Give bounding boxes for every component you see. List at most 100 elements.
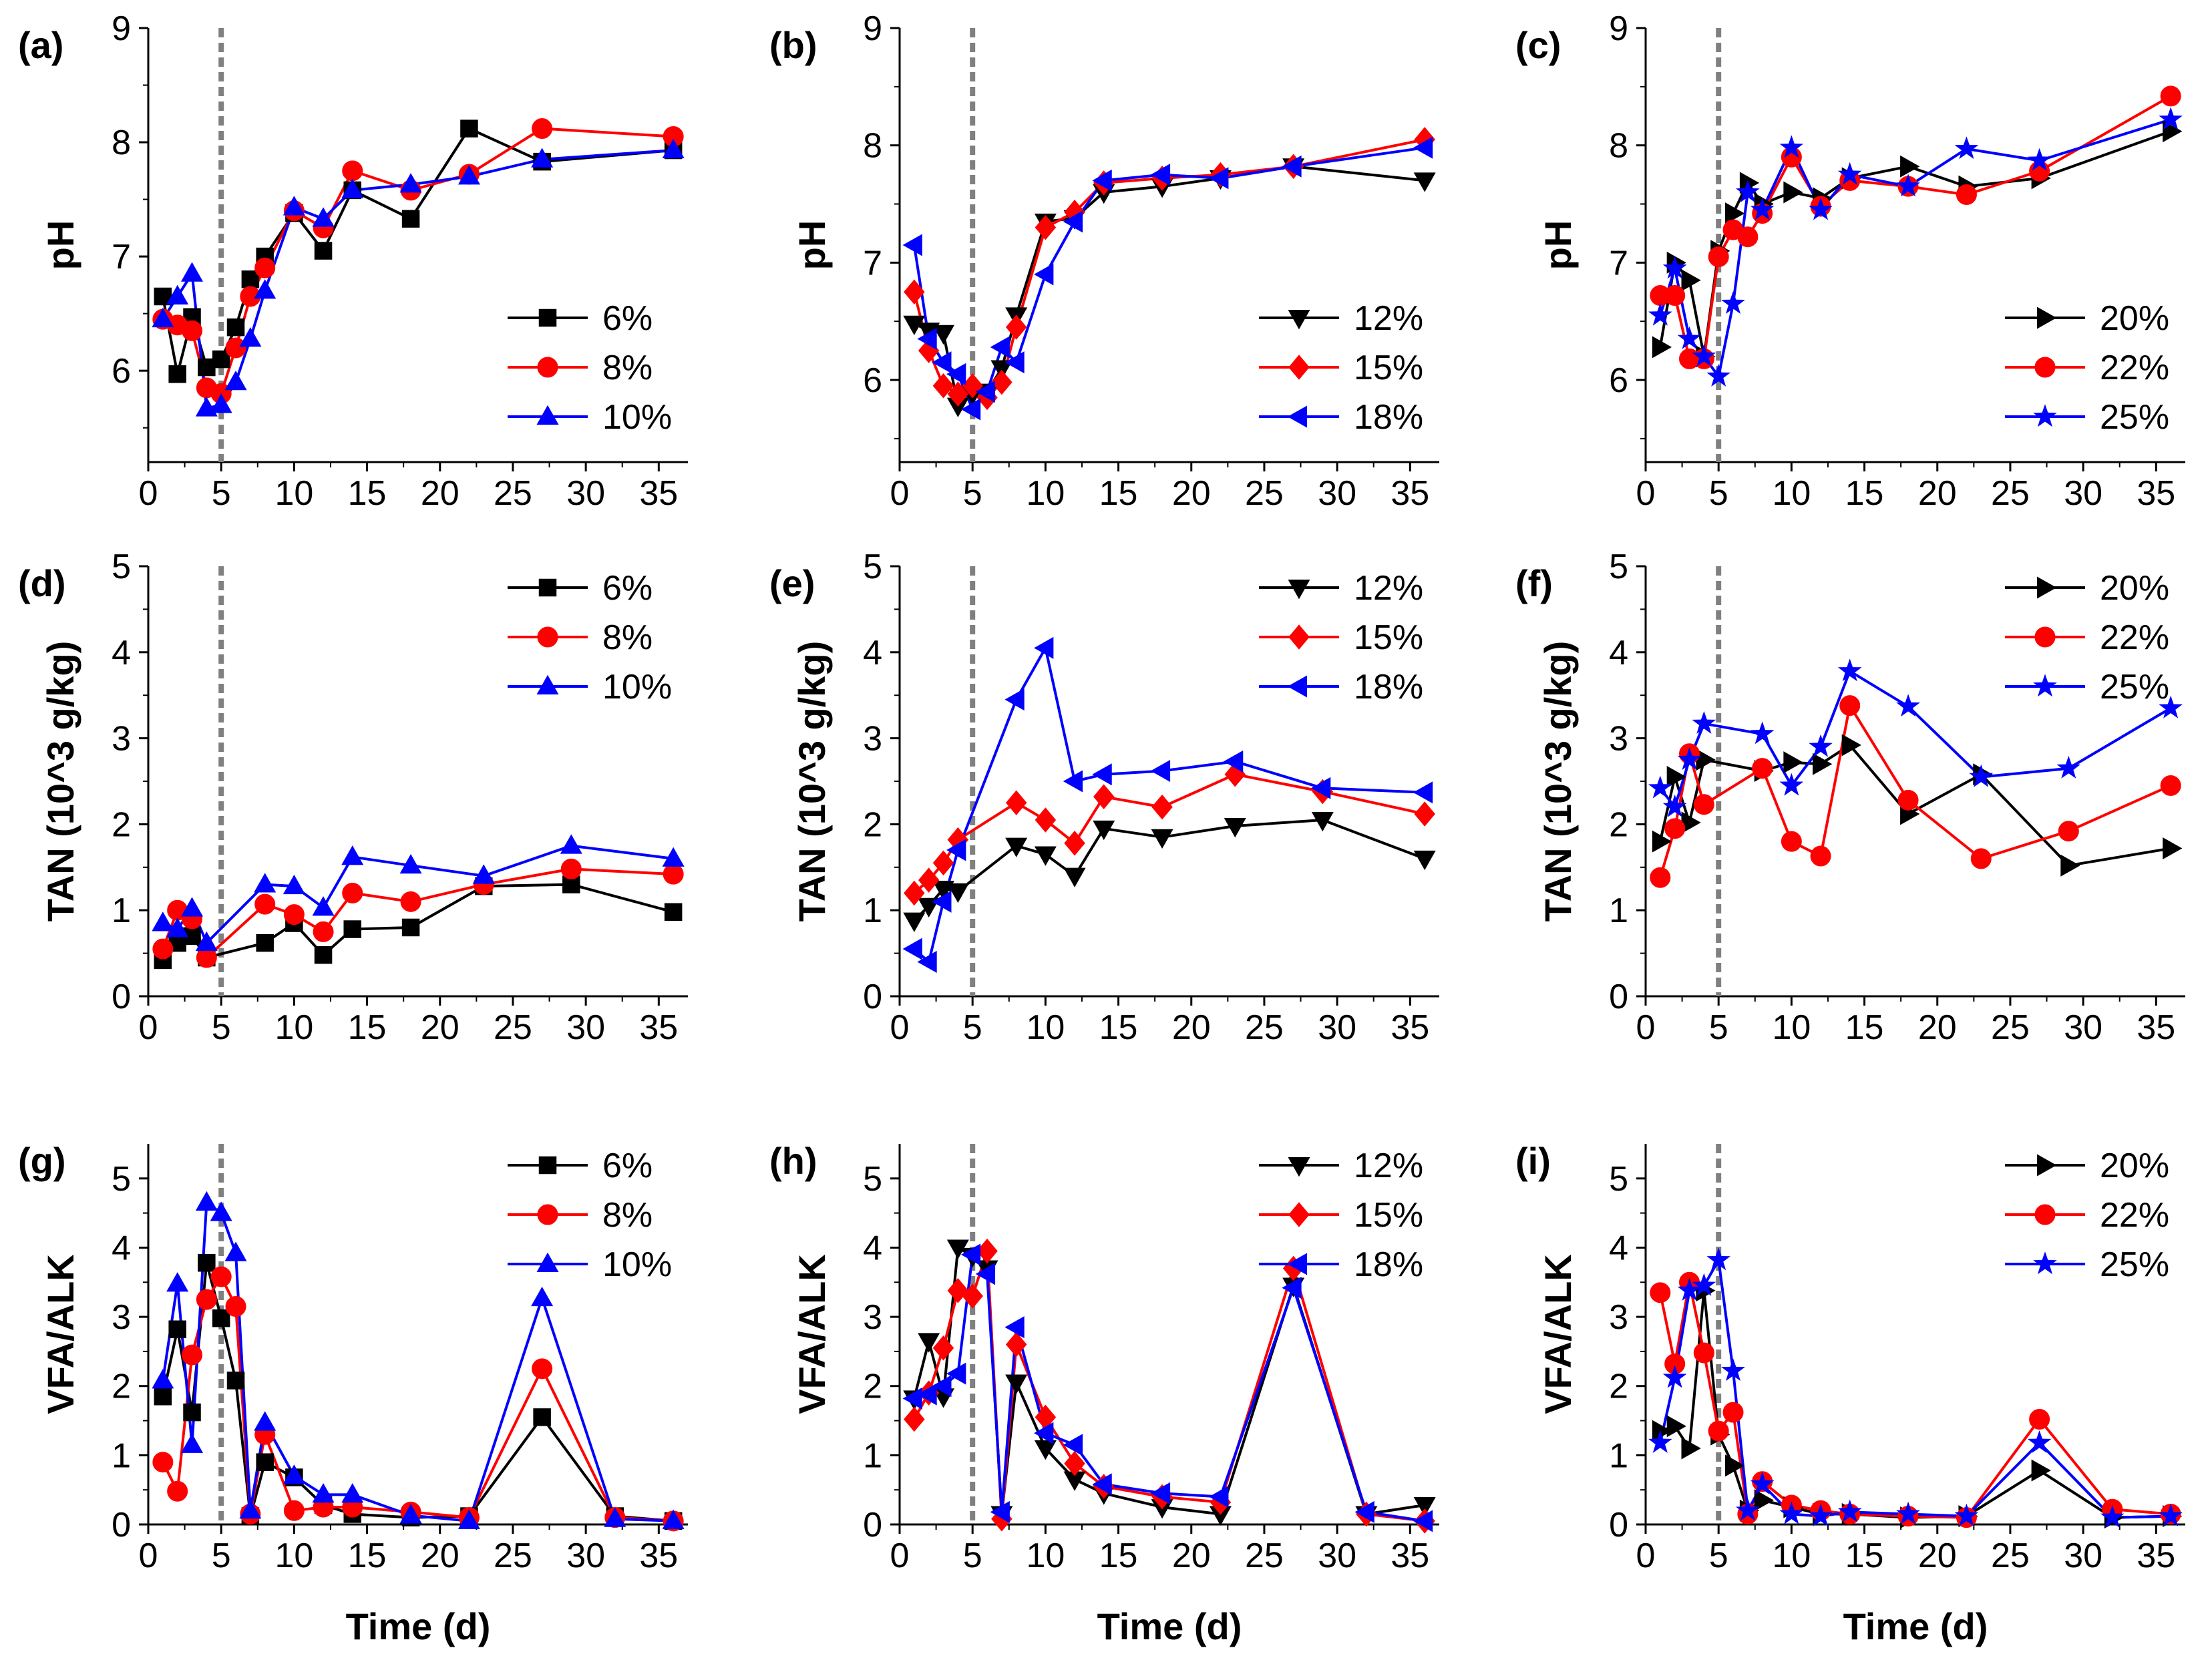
data-point-8% xyxy=(152,938,174,960)
data-point-10% xyxy=(181,262,204,282)
data-point-10% xyxy=(457,1509,480,1529)
data-point-25% xyxy=(1706,1247,1730,1271)
data-point-8% xyxy=(225,337,246,359)
data-point-10% xyxy=(399,853,422,874)
data-point-22% xyxy=(1839,695,1861,716)
data-point-10% xyxy=(312,896,335,916)
data-point-18% xyxy=(917,1383,937,1406)
data-point-25% xyxy=(1677,1278,1702,1301)
x-axis-title-middle: Time (d) xyxy=(1097,1605,1242,1647)
data-point-25% xyxy=(1896,694,1920,717)
data-point-20% xyxy=(1754,1489,1774,1512)
data-point-12% xyxy=(1063,867,1086,887)
data-point-25% xyxy=(1750,197,1775,220)
x-tick-label: 30 xyxy=(566,474,605,513)
panel-label-d: (d) xyxy=(18,562,66,604)
data-point-10% xyxy=(254,279,276,299)
data-point-22% xyxy=(1693,1342,1714,1364)
y-tick-label: 2 xyxy=(863,1368,882,1406)
data-point-22% xyxy=(1781,831,1802,852)
y-tick-label: 6 xyxy=(1609,361,1628,400)
legend-label-6%: 6% xyxy=(602,1147,653,1185)
data-point-15% xyxy=(1005,1331,1027,1358)
x-tick-label: 35 xyxy=(639,1536,678,1575)
data-point-18% xyxy=(1034,1422,1054,1444)
data-point-10% xyxy=(224,1241,247,1261)
data-point-20% xyxy=(1725,202,1745,225)
data-point-18% xyxy=(990,336,1010,359)
data-point-10% xyxy=(254,873,276,893)
panel-f: (f) 0 5 10 15 20 25 30 35 0 1 2 3 4 5 TAN (10^3 g/kg) 20… xyxy=(1515,548,2185,1047)
legend-swatch-marker xyxy=(1288,310,1310,330)
data-point-25% xyxy=(1648,1430,1672,1453)
data-point-22% xyxy=(1810,845,1831,867)
data-point-18% xyxy=(1413,781,1433,804)
data-point-12% xyxy=(1311,811,1334,832)
y-tick-label: 1 xyxy=(1609,1436,1628,1475)
data-point-6% xyxy=(460,120,478,138)
data-point-25% xyxy=(1662,794,1687,817)
data-point-25% xyxy=(1692,711,1716,734)
legend-swatch-marker xyxy=(2033,674,2057,697)
y-tick-label: 4 xyxy=(112,1229,131,1267)
data-point-18% xyxy=(1354,1500,1374,1523)
y-tick-label: 0 xyxy=(1609,1506,1628,1544)
data-point-22% xyxy=(2160,85,2181,107)
legend-swatch-marker xyxy=(2037,1154,2057,1177)
data-point-15% xyxy=(991,369,1012,395)
x-tick-label: 25 xyxy=(494,1536,532,1575)
panel-b: (b) 0 5 10 15 20 25 30 35 6 7 8 9 pH 12% 15% 18% xyxy=(769,9,1439,513)
x-tick-label: 15 xyxy=(1099,474,1138,513)
data-point-10% xyxy=(166,917,189,938)
data-point-6% xyxy=(314,242,333,260)
legend-swatch-marker xyxy=(2034,626,2056,648)
y-tick-label: 3 xyxy=(863,720,882,759)
y-tick-label: 2 xyxy=(112,1368,131,1406)
data-point-8% xyxy=(532,1358,553,1380)
data-point-18% xyxy=(1063,770,1083,793)
panel-g: (g) 0 5 10 15 20 25 30 35 0 1 2 3 4 5 VFA/ALK 6% 8% 10% xyxy=(18,1140,688,1575)
data-point-6% xyxy=(226,1372,245,1390)
data-point-25% xyxy=(2159,1503,2183,1526)
x-tick-label: 15 xyxy=(1845,1008,1884,1047)
x-tick-label: 10 xyxy=(1772,1008,1811,1047)
data-point-15% xyxy=(976,1238,998,1264)
x-tick-label: 35 xyxy=(1391,1536,1429,1575)
y-axis-title-i: VFA/ALK xyxy=(1537,1254,1579,1414)
data-point-6% xyxy=(212,350,230,369)
y-tick-label: 5 xyxy=(1609,1160,1628,1199)
x-tick-label: 15 xyxy=(1099,1536,1138,1575)
data-point-15% xyxy=(904,1406,925,1432)
legend-swatch-marker xyxy=(1288,1202,1310,1227)
data-point-20% xyxy=(1725,1454,1745,1477)
data-point-6% xyxy=(212,1309,230,1327)
legend-label-18%: 18% xyxy=(1354,668,1423,706)
x-tick-label: 15 xyxy=(1099,1008,1138,1047)
data-point-12% xyxy=(1093,820,1115,841)
x-tick-label: 5 xyxy=(1709,1536,1728,1575)
data-point-25% xyxy=(1809,734,1833,757)
legend-label-8%: 8% xyxy=(602,618,653,657)
data-point-25% xyxy=(1677,326,1702,349)
data-point-6% xyxy=(168,1320,186,1338)
data-point-10% xyxy=(531,148,554,168)
x-tick-label: 5 xyxy=(212,1008,231,1047)
y-tick-label: 7 xyxy=(112,238,131,276)
data-point-18% xyxy=(1311,777,1331,799)
x-tick-label: 30 xyxy=(2064,1536,2102,1575)
data-point-15% xyxy=(1064,830,1085,856)
data-point-8% xyxy=(400,891,421,912)
y-tick-label: 7 xyxy=(1609,244,1628,282)
x-tick-label: 15 xyxy=(1845,1536,1884,1575)
data-point-15% xyxy=(1005,790,1027,815)
data-point-18% xyxy=(1150,1482,1171,1504)
panel-label-i: (i) xyxy=(1515,1140,1551,1182)
x-tick-label: 5 xyxy=(212,474,231,513)
data-point-8% xyxy=(254,257,276,278)
y-tick-label: 2 xyxy=(863,805,882,844)
legend-label-12%: 12% xyxy=(1354,299,1423,338)
data-point-22% xyxy=(1650,867,1671,888)
data-point-10% xyxy=(341,178,364,198)
data-point-22% xyxy=(1897,789,1919,811)
data-point-10% xyxy=(472,864,495,884)
